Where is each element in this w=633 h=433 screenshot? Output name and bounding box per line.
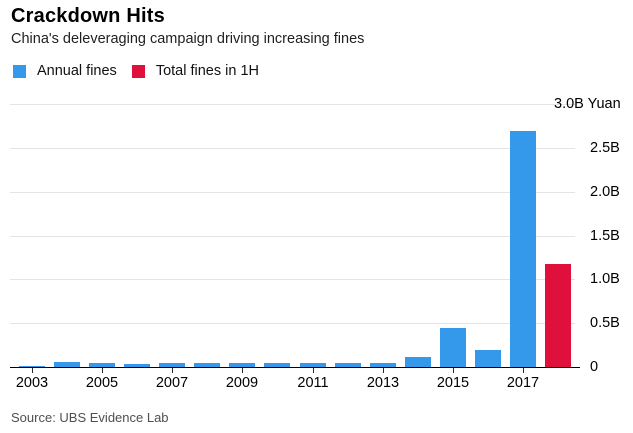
x-tick-2015 [453, 368, 454, 373]
annual-fines-label: Annual fines [37, 63, 117, 79]
x-axis-label-2015: 2015 [436, 375, 470, 391]
bar-annual-2009 [229, 363, 255, 367]
x-axis-label-2013: 2013 [366, 375, 400, 391]
bar-total-1h-2018 [545, 264, 571, 367]
bar-annual-2005 [89, 363, 115, 367]
bar-annual-2010 [264, 363, 290, 367]
chart-subtitle: China's deleveraging campaign driving in… [11, 31, 365, 47]
x-axis-label-2005: 2005 [85, 375, 119, 391]
y-axis-label-2.0B: 2.0B [590, 184, 620, 200]
total-fines-1h-label: Total fines in 1H [155, 63, 259, 79]
legend-item-total-fines-1h: Total fines in 1H [131, 63, 259, 79]
bar-annual-2011 [300, 363, 326, 367]
x-axis-label-2003: 2003 [15, 375, 49, 391]
x-tick-2013 [383, 368, 384, 373]
x-axis-label-2011: 2011 [297, 375, 329, 391]
x-tick-2005 [102, 368, 103, 373]
gridline-1.5B [10, 236, 575, 237]
x-tick-2007 [172, 368, 173, 373]
bar-annual-2014 [405, 357, 431, 367]
x-axis-label-2017: 2017 [506, 375, 540, 391]
x-axis-line [10, 367, 580, 368]
y-axis-label-0: 0 [590, 359, 599, 375]
y-axis-label-1.5B: 1.5B [590, 228, 620, 244]
x-tick-2009 [242, 368, 243, 373]
bar-annual-2017 [510, 131, 536, 367]
x-tick-2011 [313, 368, 314, 373]
legend: Annual fines Total fines in 1H [13, 63, 259, 79]
bar-annual-2004 [54, 362, 80, 367]
x-tick-2017 [523, 368, 524, 373]
bar-annual-2012 [335, 363, 361, 367]
bar-annual-2006 [124, 364, 150, 367]
x-axis-label-2009: 2009 [225, 375, 259, 391]
x-axis-label-2007: 2007 [155, 375, 189, 391]
gridline-3.0B Yuan [10, 104, 575, 105]
legend-item-annual-fines: Annual fines [13, 63, 117, 79]
bar-annual-2003 [19, 366, 45, 367]
bar-annual-2013 [370, 363, 396, 367]
total-fines-1h-swatch [131, 64, 145, 78]
bar-annual-2016 [475, 350, 501, 367]
gridline-2.5B [10, 148, 575, 149]
y-axis-label-0.5B: 0.5B [590, 315, 620, 331]
bar-annual-2007 [159, 363, 185, 367]
y-axis-label-1.0B: 1.0B [590, 271, 620, 287]
chart-title: Crackdown Hits [11, 5, 165, 27]
gridline-2.0B [10, 192, 575, 193]
bar-annual-2008 [194, 363, 220, 367]
source-note: Source: UBS Evidence Lab [11, 410, 169, 425]
gridline-1.0B [10, 279, 575, 280]
y-axis-label-2.5B: 2.5B [590, 140, 620, 156]
bar-annual-2015 [440, 328, 466, 367]
annual-fines-swatch [13, 64, 26, 78]
y-axis-label-3.0B Yuan: 3.0B Yuan [554, 96, 621, 112]
gridline-0.5B [10, 323, 575, 324]
x-tick-2003 [32, 368, 33, 373]
